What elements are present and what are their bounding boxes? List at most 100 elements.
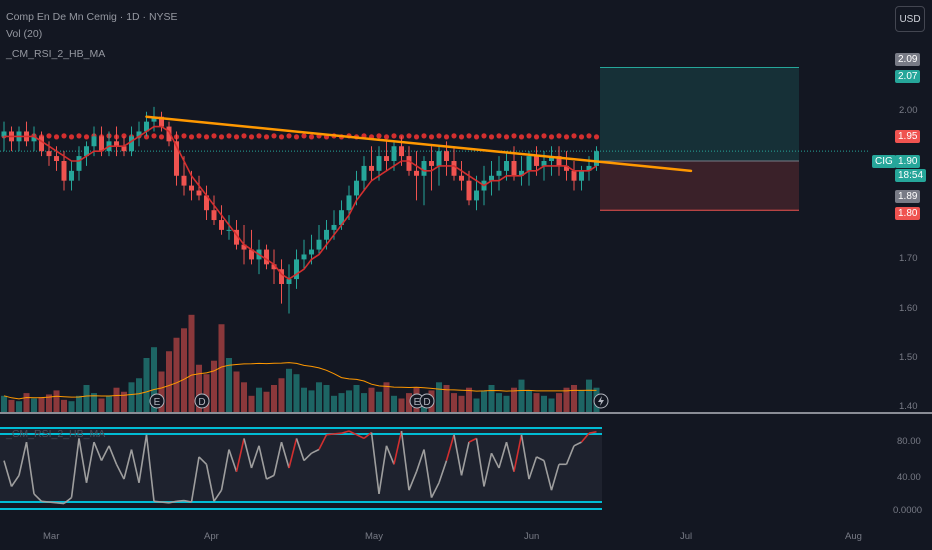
target-high-tag: 2.09 [895, 53, 921, 66]
candle-body [534, 156, 539, 166]
rsi-segment [370, 432, 380, 494]
volume-bar [61, 399, 67, 412]
dividend-marker[interactable]: D [194, 393, 210, 409]
red-dot [181, 133, 187, 139]
rsi-segment [168, 500, 177, 504]
red-dot [406, 133, 412, 139]
candle-body [556, 156, 562, 166]
red-dot [496, 133, 502, 139]
rsi-segment [453, 434, 463, 476]
red-dot [413, 134, 420, 140]
currency-button[interactable]: USD [895, 6, 925, 32]
candle-body [159, 116, 164, 127]
candle-body [54, 156, 59, 161]
rsi-segment [475, 438, 485, 487]
volume-bar [436, 382, 442, 412]
candle-body [331, 224, 337, 230]
candle-body [324, 229, 329, 240]
trendline[interactable] [145, 115, 693, 173]
volume-bar [23, 393, 30, 412]
rsi-segment [41, 500, 50, 503]
candle-body [189, 185, 194, 191]
red-dot [293, 134, 300, 140]
red-dot [286, 133, 292, 139]
volume-bar [391, 395, 397, 412]
red-dot [578, 134, 585, 140]
candle-body [144, 121, 149, 132]
rsi-segment [250, 445, 260, 469]
candle-body [31, 136, 37, 142]
rsi-pane [0, 427, 602, 510]
candle-body [204, 195, 209, 211]
volume-bar [301, 387, 307, 412]
candle-body [579, 170, 584, 181]
price-tick-1-70: 1.70 [899, 253, 918, 264]
candle-body [586, 165, 592, 171]
red-dot [503, 134, 510, 140]
volume-bar [76, 395, 82, 412]
rsi-tick-40: 40.00 [897, 472, 921, 483]
volume-bar [451, 393, 457, 412]
volume-bar [556, 393, 562, 412]
red-dot [203, 134, 210, 140]
red-dot [556, 133, 562, 139]
volume-bar [353, 385, 360, 412]
red-dot [571, 133, 577, 139]
rsi-segment [565, 445, 575, 465]
red-dot [218, 134, 225, 140]
volume-bar [218, 324, 225, 412]
price-tick-1-40: 1.40 [899, 401, 918, 412]
candle-body [354, 180, 359, 196]
candle-body [414, 170, 419, 176]
candle-body [504, 161, 509, 171]
red-dot [383, 134, 390, 140]
rsi-segment [303, 452, 313, 462]
volume-bar [361, 393, 367, 412]
lightning-icon[interactable] [593, 393, 609, 409]
indicator-legend[interactable]: _CM_RSI_2_HB_MA [6, 48, 106, 60]
volume-bar [68, 401, 75, 412]
red-dot [436, 133, 442, 139]
countdown-tag: 18:54 [895, 169, 927, 182]
position-tool[interactable] [600, 67, 799, 211]
red-dot [121, 133, 127, 139]
rsi-segment [580, 432, 590, 443]
candle-body [549, 156, 554, 161]
red-dot [533, 134, 540, 140]
rsi-segment [430, 482, 440, 498]
candle-body [271, 264, 277, 270]
volume-bar [271, 385, 277, 412]
candle-body [489, 175, 494, 181]
rsi-segment [490, 452, 500, 469]
red-dot [68, 134, 75, 140]
candle-body [39, 136, 44, 152]
dividend-marker[interactable]: D [419, 393, 435, 409]
rsi-pane-title[interactable]: _CM_RSI_2_HB_MA [6, 428, 106, 440]
position-profit-zone [600, 67, 799, 161]
volume-bar [331, 395, 337, 412]
rsi-segment [438, 460, 448, 484]
volume-bar [338, 393, 345, 412]
rsi-segment [378, 445, 388, 495]
candle-body [541, 161, 547, 166]
volume-bar [181, 328, 187, 412]
volume-legend[interactable]: Vol (20) [6, 28, 43, 40]
red-dot [61, 133, 67, 139]
candle-body [121, 146, 127, 152]
candle-body [211, 210, 217, 221]
volume-bar [533, 393, 540, 412]
rsi-segment [513, 434, 523, 472]
marker-circle [419, 393, 435, 409]
red-dot [308, 134, 315, 140]
rsi-segment [48, 501, 57, 504]
red-dot [518, 134, 525, 140]
rsi-segment [138, 434, 148, 483]
candles[interactable] [1, 106, 600, 314]
rsi-segment [190, 456, 200, 503]
earnings-marker[interactable]: E [149, 393, 165, 409]
candle-body [399, 146, 404, 157]
symbol-legend[interactable]: Comp En De Mn Cemig · 1D · NYSE [6, 11, 178, 23]
volume-bar [83, 385, 90, 412]
